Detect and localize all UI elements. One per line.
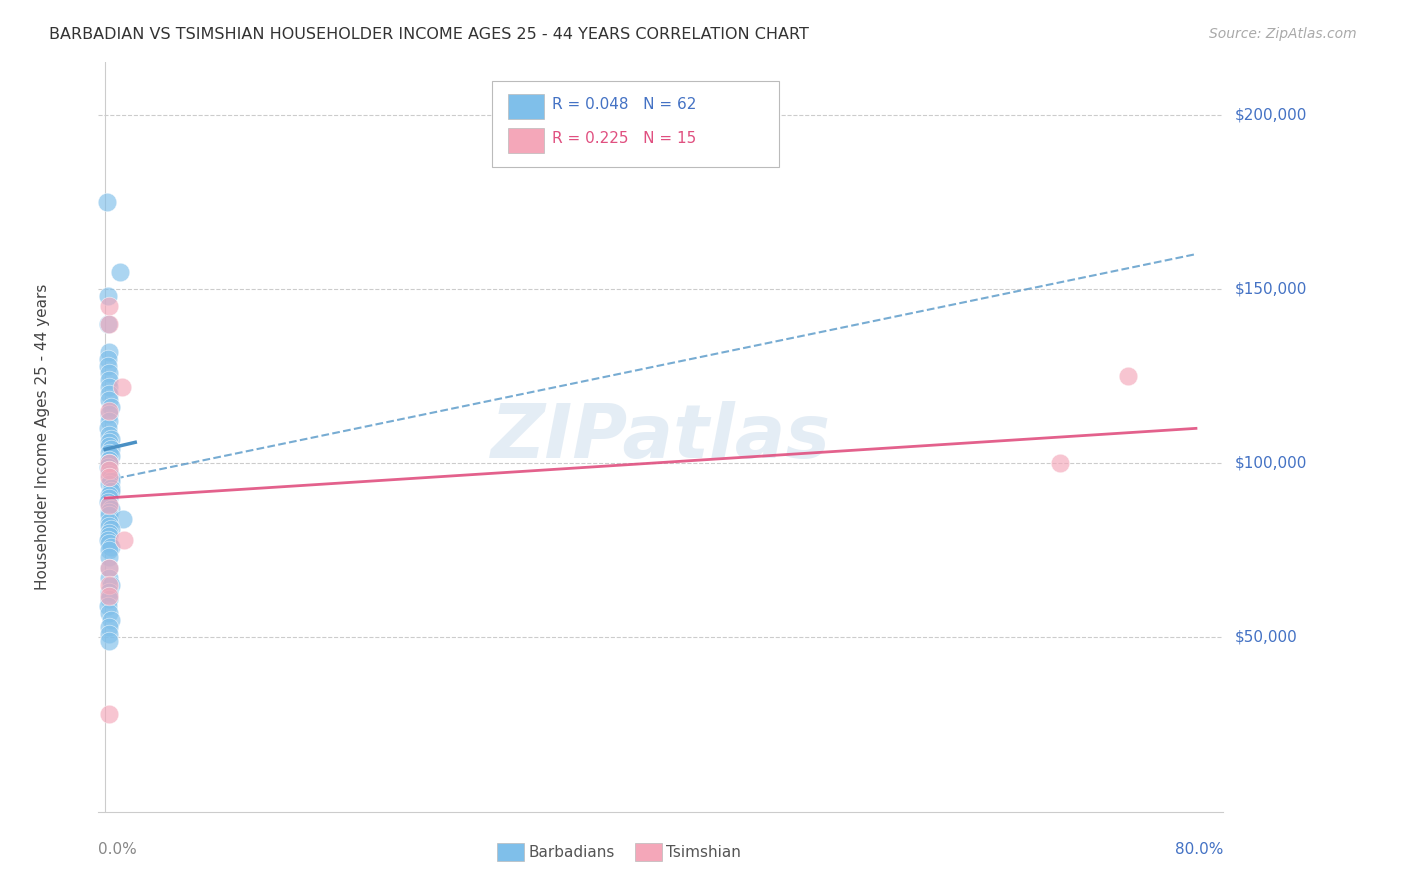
Point — [98, 393, 121, 408]
Point — [98, 516, 121, 530]
Point — [111, 512, 134, 526]
Text: Source: ZipAtlas.com: Source: ZipAtlas.com — [1209, 27, 1357, 41]
Point — [98, 446, 121, 460]
Point — [98, 498, 121, 512]
Text: R = 0.048   N = 62: R = 0.048 N = 62 — [551, 97, 696, 112]
Point — [98, 606, 121, 620]
Point — [100, 470, 122, 484]
Point — [98, 536, 121, 550]
Point — [97, 351, 120, 366]
Point — [98, 435, 121, 450]
Point — [98, 463, 121, 477]
Point — [97, 421, 120, 435]
Point — [98, 571, 121, 585]
Point — [100, 501, 122, 516]
Text: $50,000: $50,000 — [1234, 630, 1298, 645]
Point — [100, 442, 122, 457]
Point — [100, 613, 122, 627]
Point — [112, 533, 135, 547]
Text: ZIPatlas: ZIPatlas — [491, 401, 831, 474]
Point — [98, 627, 121, 641]
Text: $200,000: $200,000 — [1234, 107, 1306, 122]
Point — [98, 487, 121, 501]
Point — [98, 317, 121, 331]
Point — [100, 578, 122, 592]
Point — [100, 481, 122, 495]
Point — [100, 401, 122, 415]
Point — [98, 543, 121, 558]
Text: R = 0.225   N = 15: R = 0.225 N = 15 — [551, 130, 696, 145]
Point — [98, 585, 121, 599]
Point — [98, 529, 121, 543]
Point — [1049, 456, 1071, 470]
Point — [100, 484, 122, 499]
FancyBboxPatch shape — [508, 94, 544, 120]
Point — [98, 439, 121, 453]
Point — [98, 498, 121, 512]
Text: Barbadians: Barbadians — [529, 845, 614, 860]
Point — [98, 452, 121, 467]
Point — [97, 359, 120, 373]
Point — [97, 459, 120, 474]
Point — [98, 373, 121, 387]
Point — [96, 194, 118, 209]
Point — [98, 386, 121, 401]
Point — [98, 408, 121, 422]
Point — [97, 289, 120, 303]
FancyBboxPatch shape — [492, 81, 779, 168]
FancyBboxPatch shape — [508, 128, 544, 153]
Point — [98, 477, 121, 491]
FancyBboxPatch shape — [496, 843, 523, 861]
Point — [110, 379, 132, 393]
Point — [98, 414, 121, 428]
Text: Tsimshian: Tsimshian — [666, 845, 741, 860]
FancyBboxPatch shape — [636, 843, 662, 861]
Point — [98, 463, 121, 477]
Point — [98, 592, 121, 607]
Point — [98, 561, 121, 575]
Point — [98, 561, 121, 575]
Point — [98, 299, 121, 313]
Point — [98, 366, 121, 380]
Text: $100,000: $100,000 — [1234, 456, 1306, 471]
Text: Householder Income Ages 25 - 44 years: Householder Income Ages 25 - 44 years — [35, 284, 51, 591]
Point — [98, 589, 121, 603]
Point — [98, 470, 121, 484]
Point — [98, 428, 121, 442]
Point — [100, 432, 122, 446]
Point — [100, 474, 122, 488]
Text: $150,000: $150,000 — [1234, 282, 1306, 296]
Text: 0.0%: 0.0% — [98, 842, 138, 857]
Text: BARBADIAN VS TSIMSHIAN HOUSEHOLDER INCOME AGES 25 - 44 YEARS CORRELATION CHART: BARBADIAN VS TSIMSHIAN HOUSEHOLDER INCOM… — [49, 27, 808, 42]
Point — [98, 467, 121, 481]
Point — [98, 550, 121, 565]
Point — [1116, 369, 1139, 384]
Point — [98, 578, 121, 592]
Point — [100, 540, 122, 554]
Text: 80.0%: 80.0% — [1175, 842, 1223, 857]
Point — [98, 379, 121, 393]
Point — [98, 456, 121, 470]
Point — [98, 620, 121, 634]
Point — [100, 449, 122, 463]
Point — [97, 599, 120, 613]
Point — [98, 456, 121, 470]
Point — [98, 508, 121, 523]
Point — [98, 634, 121, 648]
Point — [98, 404, 121, 418]
Point — [98, 505, 121, 519]
Point — [98, 344, 121, 359]
Point — [98, 707, 121, 722]
Point — [98, 491, 121, 505]
Point — [98, 519, 121, 533]
Point — [97, 533, 120, 547]
Point — [97, 317, 120, 331]
Point — [98, 525, 121, 540]
Point — [100, 523, 122, 537]
Point — [97, 494, 120, 508]
Point — [110, 264, 132, 278]
